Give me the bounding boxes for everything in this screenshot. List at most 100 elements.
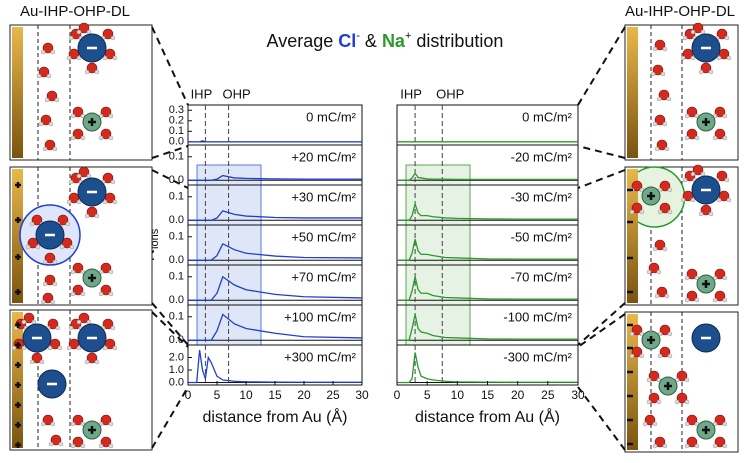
connector (577, 313, 626, 348)
hydrogen (722, 297, 728, 303)
hydrogen (44, 97, 50, 103)
plane-label: IHP (191, 86, 213, 101)
hydrogen (36, 73, 42, 79)
distribution-line (188, 174, 362, 181)
hydrogen (94, 213, 100, 219)
y-tick-label: 0.0 (169, 136, 184, 148)
distribution-line (188, 275, 363, 301)
oxygen (86, 352, 98, 364)
hydrogen (40, 299, 46, 305)
x-tick-label: 25 (326, 388, 340, 402)
hydrogen (110, 179, 116, 185)
hydrogen (94, 69, 100, 75)
hydrogen (98, 135, 104, 141)
oxygen (57, 214, 69, 226)
y-tick-label: 0.1 (169, 151, 184, 163)
hydrogen (660, 71, 666, 77)
hydrogen (68, 35, 74, 41)
oxygen (686, 436, 698, 448)
hydrogen (684, 297, 690, 303)
oxygen (72, 436, 84, 448)
oxygen (102, 28, 114, 40)
hydrogen (690, 55, 696, 61)
hydrogen (102, 345, 108, 351)
hydrogen (108, 113, 114, 119)
hydrogen (112, 199, 118, 205)
connector (577, 145, 626, 159)
oxygen (686, 268, 698, 280)
panel-label: +300 mC/m² (284, 349, 357, 364)
hydrogen (40, 49, 46, 55)
hydrogen (59, 244, 65, 250)
oxygen (631, 180, 643, 192)
hydrogen (662, 443, 668, 449)
oxygen (42, 414, 54, 426)
oxygen (686, 106, 698, 118)
hydrogen (722, 275, 728, 281)
oxygen (100, 436, 112, 448)
x-tick-label: 5 (424, 388, 431, 402)
oxygen (714, 436, 726, 448)
figure-title: Average Cl- & Na+ distribution (267, 30, 504, 51)
hydrogen (724, 35, 730, 41)
y-tick-label: 0.1 (169, 311, 184, 323)
hydrogen (722, 443, 728, 449)
hydrogen (712, 135, 718, 141)
oxygen (654, 39, 666, 51)
oxygen (46, 90, 58, 102)
hydrogen (76, 173, 82, 179)
oxygen (686, 128, 698, 140)
oxygen (100, 262, 112, 274)
hydrogen (652, 121, 658, 127)
oxygen (100, 106, 112, 118)
y-tick-label: 0.2 (169, 115, 184, 127)
oxygen (23, 312, 35, 324)
oxygen (692, 22, 704, 34)
x-tick-label: 0 (185, 388, 192, 402)
panel-label: 0 mC/m² (522, 109, 573, 124)
panel-label: 0 mC/m² (306, 109, 357, 124)
hydrogen (716, 55, 722, 61)
oxygen (72, 106, 84, 118)
y-tick-label: 0.0 (169, 334, 184, 346)
oxygen (78, 166, 90, 178)
x-tick-label: 10 (239, 388, 253, 402)
electrode (627, 169, 638, 303)
oxygen (40, 114, 52, 126)
hydrogen (76, 55, 82, 61)
hydrogen (629, 331, 635, 337)
hydrogen (656, 96, 662, 102)
hydrogen (662, 121, 668, 127)
x-axis-label: distance from Au (Å) (415, 407, 560, 426)
hydrogen (70, 113, 76, 119)
connector (577, 302, 626, 346)
hydrogen (666, 96, 672, 102)
hydrogen (652, 443, 658, 449)
oxygen (72, 414, 84, 426)
hydrogen (664, 293, 670, 299)
oxygen (648, 392, 660, 404)
oxygen (686, 414, 698, 426)
oxygen (72, 128, 84, 140)
oxygen (78, 22, 90, 34)
oxygen (38, 66, 50, 78)
hydrogen (86, 319, 92, 325)
oxygen (100, 414, 112, 426)
hydrogen (70, 135, 76, 141)
hydrogen (700, 29, 706, 35)
x-tick-label: 10 (451, 388, 465, 402)
x-tick-label: 25 (541, 388, 555, 402)
distribution-line (188, 210, 362, 221)
oxygen (648, 262, 660, 274)
hydrogen (108, 443, 114, 449)
x-axis-label: distance from Au (Å) (203, 407, 348, 426)
hydrogen (80, 443, 86, 449)
oxygen (100, 284, 112, 296)
hydrogen (652, 246, 658, 252)
hydrogen (98, 291, 104, 297)
y-tick-label: 2.0 (169, 351, 184, 363)
oxygen (44, 252, 56, 264)
electrode (12, 312, 23, 448)
y-tick-label: 0.1 (169, 191, 184, 203)
